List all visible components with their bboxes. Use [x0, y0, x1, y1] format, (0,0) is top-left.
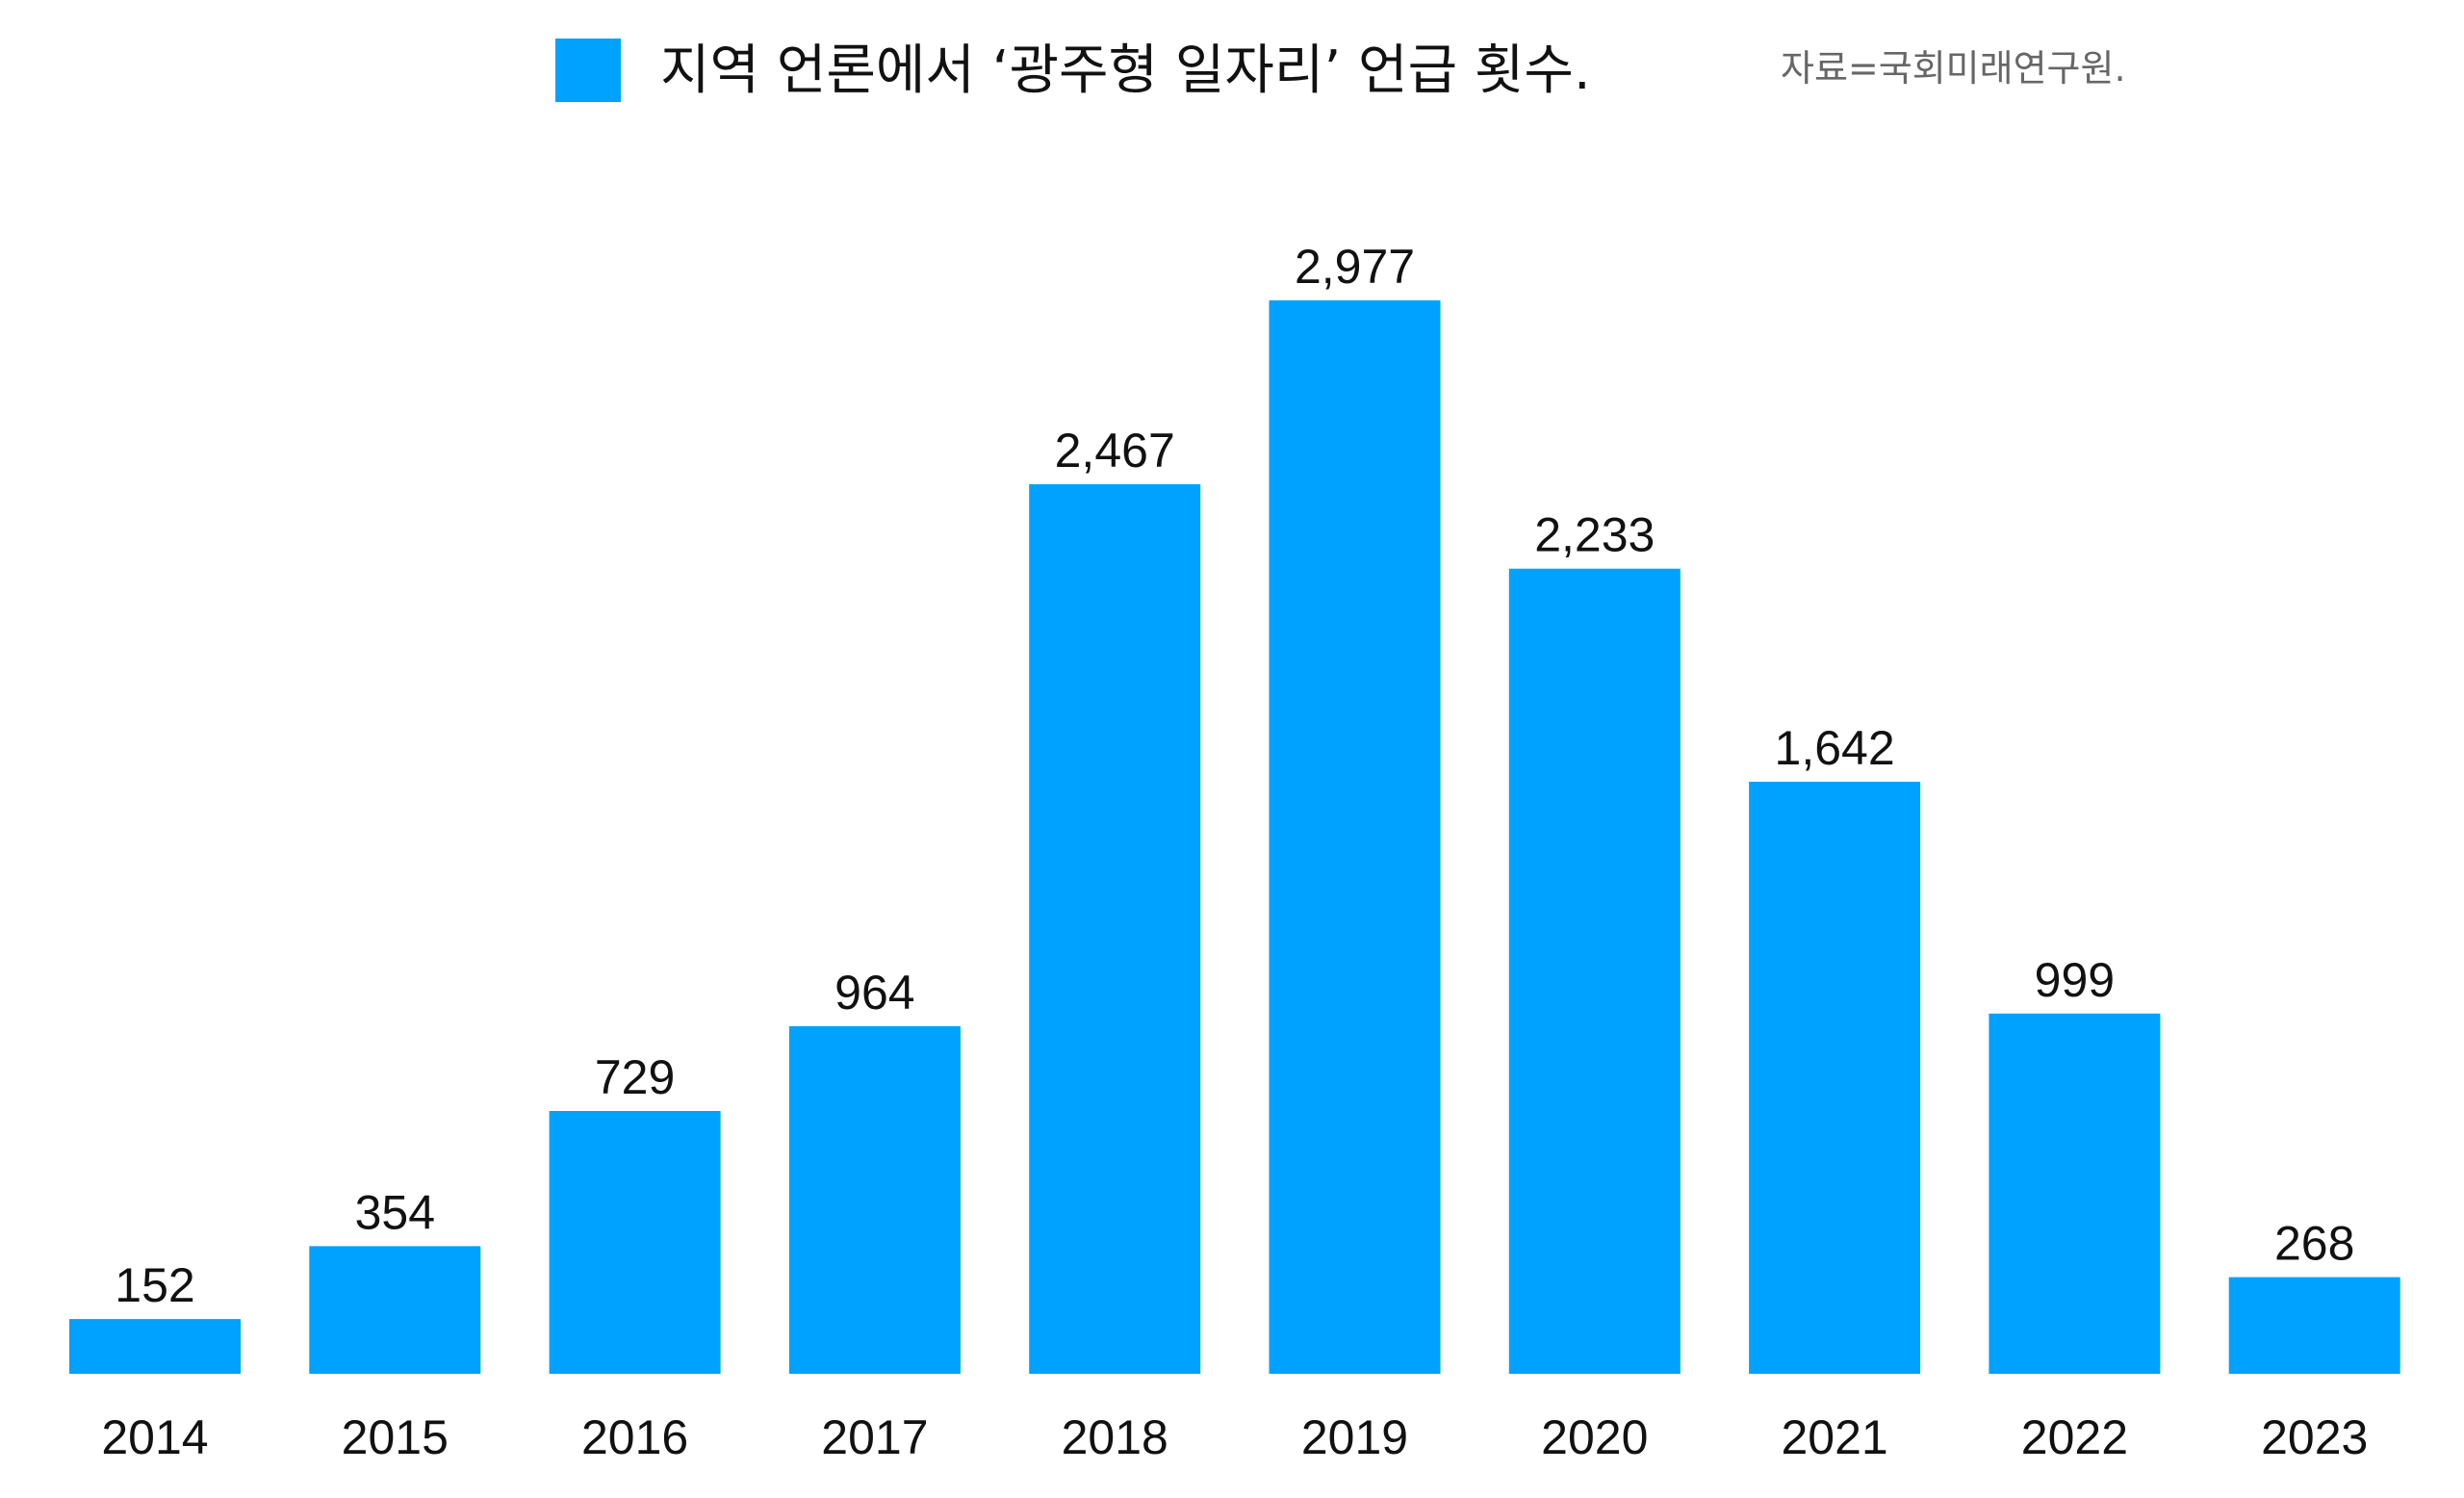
- category-label-2022: 2022: [2021, 1410, 2128, 1464]
- bar-2019: [1269, 300, 1441, 1374]
- bars-group: [69, 300, 2400, 1374]
- category-label-2021: 2021: [1781, 1410, 1887, 1464]
- category-label-2014: 2014: [101, 1410, 208, 1464]
- value-label-2014: 152: [115, 1258, 194, 1312]
- bar-2022: [1989, 1013, 2161, 1374]
- category-label-2017: 2017: [821, 1410, 928, 1464]
- value-label-2018: 2,467: [1055, 424, 1175, 478]
- value-labels-group: 152 354 729 964 2,467 2,977 2,233 1,642 999 268: [115, 240, 2354, 1312]
- value-label-2015: 354: [355, 1185, 435, 1239]
- legend-swatch: [555, 39, 621, 102]
- bar-2017: [788, 1025, 961, 1374]
- category-label-2019: 2019: [1301, 1410, 1408, 1464]
- value-label-2021: 1,642: [1775, 721, 1895, 775]
- value-label-2022: 999: [2035, 953, 2115, 1007]
- bar-2015: [309, 1246, 481, 1374]
- bar-2020: [1508, 568, 1681, 1374]
- value-label-2023: 268: [2274, 1217, 2354, 1271]
- bar-2018: [1029, 484, 1201, 1374]
- category-label-2015: 2015: [342, 1410, 449, 1464]
- bar-2016: [549, 1111, 721, 1374]
- value-label-2020: 2,233: [1534, 508, 1655, 562]
- value-label-2019: 2,977: [1295, 240, 1415, 294]
- bar-2023: [2228, 1277, 2400, 1374]
- category-label-2016: 2016: [581, 1410, 688, 1464]
- category-label-2023: 2023: [2261, 1410, 2368, 1464]
- legend-label: 지역 언론에서 ‘광주형 일자리’ 언급 횟수.: [660, 39, 1591, 102]
- legend: 지역 언론에서 ‘광주형 일자리’ 언급 횟수. 자료=국회미래연구원.: [555, 39, 2126, 102]
- category-label-2018: 2018: [1062, 1410, 1168, 1464]
- category-labels-group: 2014 2015 2016 2017 2018 2019 2020 2021 2022 2023: [101, 1410, 2368, 1464]
- value-label-2016: 729: [595, 1050, 675, 1104]
- bar-2014: [69, 1319, 241, 1374]
- category-label-2020: 2020: [1541, 1410, 1648, 1464]
- value-label-2017: 964: [834, 966, 914, 1020]
- source-label: 자료=국회미래연구원.: [1781, 47, 2126, 90]
- bar-2021: [1749, 782, 1921, 1374]
